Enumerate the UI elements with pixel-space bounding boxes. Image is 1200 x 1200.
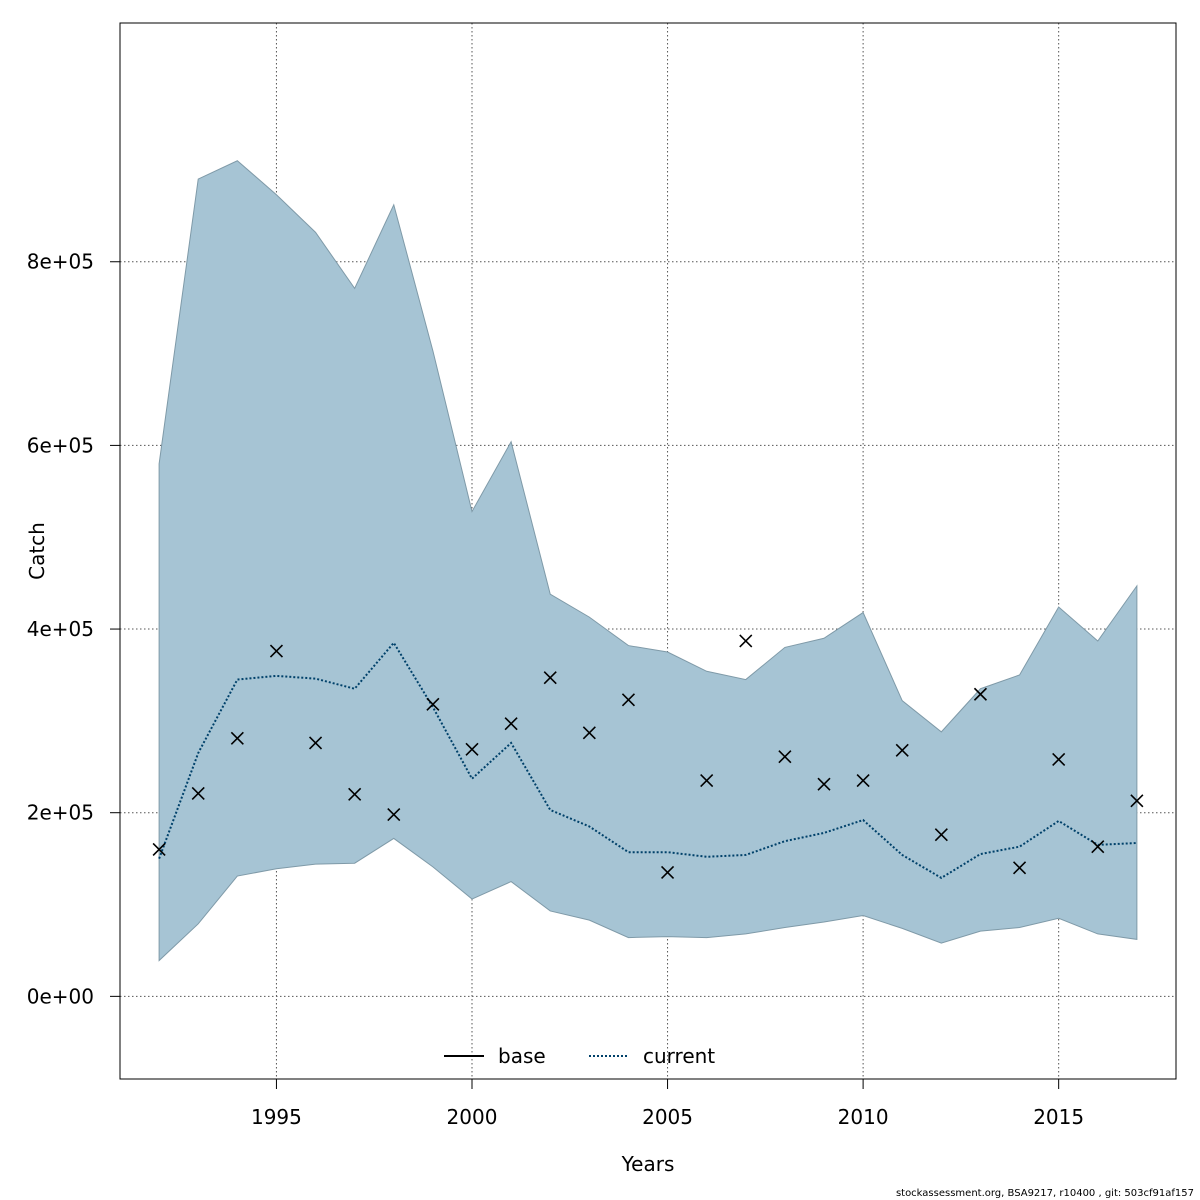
observed-point	[543, 671, 557, 685]
observed-point	[621, 693, 636, 707]
observed-point	[465, 742, 479, 756]
observed-point	[1052, 752, 1066, 767]
observed-point	[739, 634, 753, 648]
observed-point	[426, 697, 440, 711]
y-axis-title: Catch	[25, 522, 49, 580]
y-tick-label: 6e+05	[27, 433, 94, 457]
y-tick-label: 8e+05	[27, 250, 94, 274]
observed-point	[152, 842, 166, 857]
observed-point	[856, 773, 870, 788]
y-tick-label: 4e+05	[27, 617, 94, 641]
footnote: stockassessment.org, BSA9217, r10400 , g…	[895, 1188, 1194, 1199]
x-tick-label: 1995	[251, 1105, 302, 1129]
legend-label-base: base	[498, 1044, 546, 1068]
plot-frame	[119, 22, 1177, 1080]
observed-points-layer	[152, 634, 1144, 879]
x-axis-title: Years	[621, 1152, 675, 1176]
observed-point	[1012, 861, 1027, 875]
observed-point	[700, 773, 714, 788]
observed-point	[230, 731, 244, 745]
x-tick-label: 2010	[838, 1105, 889, 1129]
observed-point	[817, 777, 831, 791]
observed-point	[1091, 840, 1105, 854]
observed-point	[191, 786, 205, 800]
series-layer	[158, 641, 1137, 880]
confidence-band	[158, 160, 1138, 962]
observed-point	[1130, 794, 1144, 808]
observed-point	[934, 828, 948, 842]
observed-point	[308, 736, 323, 750]
observed-point	[387, 807, 401, 822]
observed-point	[895, 743, 909, 757]
observed-point	[973, 687, 988, 701]
x-tick-label: 2005	[642, 1105, 693, 1129]
x-axis: 1995 2000 2005 2010 2015	[251, 1079, 1084, 1129]
x-tick-label: 2000	[447, 1105, 498, 1129]
y-tick-label: 2e+05	[27, 801, 94, 825]
series-line-current	[158, 641, 1137, 880]
y-tick-label: 0e+00	[27, 984, 94, 1008]
legend-label-current: current	[643, 1044, 715, 1068]
observed-point	[348, 787, 362, 801]
observed-point	[504, 717, 518, 731]
observed-point	[269, 644, 284, 658]
confidence-band-layer	[158, 160, 1138, 962]
observed-point	[582, 726, 596, 740]
observed-point	[660, 865, 675, 879]
legend: base current	[444, 1044, 715, 1068]
observed-point	[778, 750, 792, 764]
y-axis: 0e+00 2e+05 4e+05 6e+05 8e+05	[27, 250, 120, 1008]
x-tick-label: 2015	[1033, 1105, 1084, 1129]
